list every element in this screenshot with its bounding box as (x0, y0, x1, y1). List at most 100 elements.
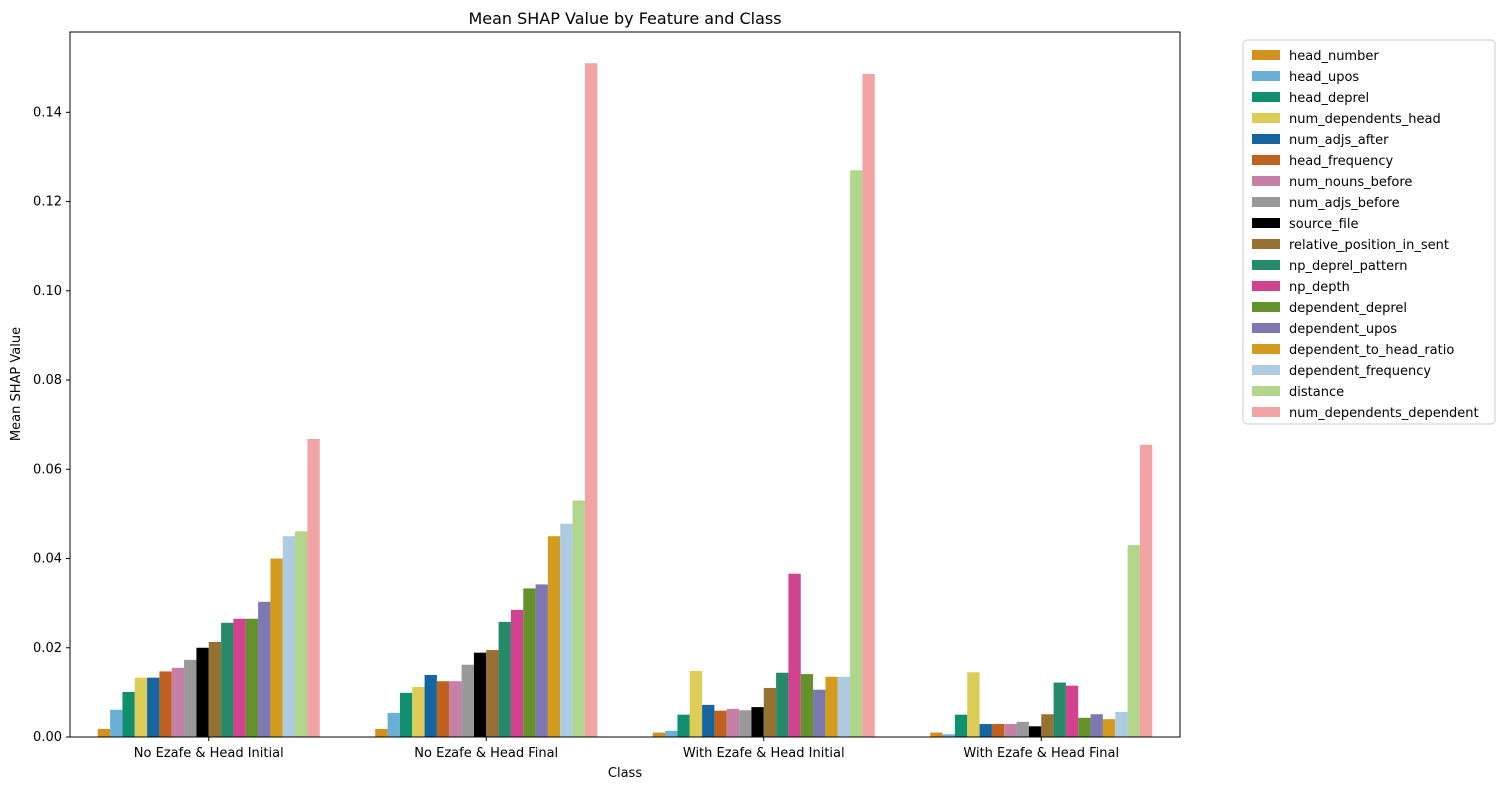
legend-box (1242, 39, 1496, 425)
bar-head_number-0 (97, 728, 111, 737)
bar-relative_position_in_sent-0 (208, 641, 222, 737)
bar-dependent_frequency-3 (1115, 712, 1128, 737)
bar-np_deprel_pattern-0 (221, 622, 234, 737)
bar-dependent_to_head_ratio-3 (1102, 719, 1116, 737)
bar-num_dependents_head-3 (967, 672, 980, 737)
bar-relative_position_in_sent-2 (763, 687, 777, 737)
legend-swatch-dependent_frequency (1252, 365, 1280, 375)
bar-distance-1 (572, 500, 585, 737)
bar-source_file-3 (1028, 726, 1042, 737)
legend-label-num_adjs_before: num_adjs_before (1289, 196, 1400, 211)
legend-swatch-num_adjs_after (1252, 134, 1280, 144)
bar-num_adjs_before-2 (739, 710, 752, 737)
bar-dependent_frequency-0 (282, 536, 296, 737)
bar-dependent_frequency-1 (560, 523, 573, 737)
bar-np_depth-2 (788, 573, 801, 737)
y-tick-label: 0.12 (33, 195, 62, 210)
legend-swatch-source_file (1252, 218, 1280, 228)
bar-head_number-2 (652, 732, 666, 737)
bar-num_dependents_dependent-1 (584, 63, 598, 738)
legend-swatch-num_nouns_before (1252, 176, 1280, 186)
bar-dependent_to_head_ratio-2 (825, 676, 838, 737)
bar-relative_position_in_sent-1 (486, 649, 499, 737)
bar-head_number-3 (930, 732, 943, 737)
legend-swatch-num_dependents_dependent (1252, 407, 1280, 417)
legend-swatch-dependent_upos (1252, 323, 1280, 333)
bar-head_number-1 (375, 728, 388, 737)
x-tick-label: No Ezafe & Head Initial (134, 746, 284, 761)
bar-num_adjs_after-3 (979, 724, 992, 737)
bar-num_dependents_head-1 (412, 687, 425, 737)
x-axis-label: Class (608, 766, 642, 781)
legend-label-dependent_upos: dependent_upos (1289, 322, 1397, 337)
y-axis: 0.00 0.02 0.04 0.06 0.08 0.10 0.12 0.14 (33, 105, 70, 745)
bar-dependent_frequency-2 (837, 676, 851, 737)
x-tick-label: With Ezafe & Head Final (963, 746, 1119, 761)
bar-num_adjs_before-3 (1016, 721, 1029, 737)
chart-title: Mean SHAP Value by Feature and Class (468, 9, 781, 28)
legend-swatch-head_number (1252, 50, 1280, 60)
legend-swatch-head_frequency (1252, 155, 1280, 165)
y-tick-label: 0.00 (33, 730, 62, 745)
bar-dependent_deprel-3 (1078, 717, 1091, 737)
legend-swatch-head_deprel (1252, 92, 1280, 102)
bar-group (97, 63, 1153, 738)
legend-swatch-np_deprel_pattern (1252, 260, 1280, 270)
bar-num_nouns_before-3 (1004, 724, 1017, 737)
bar-num_adjs_before-1 (461, 664, 474, 737)
legend-swatch-num_adjs_before (1252, 197, 1280, 207)
bar-source_file-1 (473, 652, 487, 737)
bar-head_deprel-3 (954, 714, 968, 737)
x-tick-label: With Ezafe & Head Initial (683, 746, 845, 761)
bar-head_frequency-3 (991, 724, 1005, 737)
bar-num_adjs_after-1 (424, 674, 437, 737)
bar-num_nouns_before-2 (726, 708, 740, 737)
bar-head_deprel-1 (399, 692, 413, 737)
bar-head_frequency-2 (714, 710, 727, 737)
bar-num_dependents_head-2 (689, 670, 703, 737)
legend-label-dependent_deprel: dependent_deprel (1289, 301, 1407, 316)
bar-head_upos-1 (387, 712, 400, 737)
legend-label-num_dependents_head: num_dependents_head (1289, 112, 1441, 127)
legend-label-distance: distance (1289, 385, 1344, 400)
legend-swatch-dependent_to_head_ratio (1252, 344, 1280, 354)
bar-num_nouns_before-0 (171, 667, 185, 737)
legend-swatch-distance (1252, 386, 1280, 396)
bar-distance-3 (1127, 545, 1140, 737)
legend-swatch-dependent_deprel (1252, 302, 1280, 312)
y-tick-label: 0.04 (33, 552, 62, 567)
bar-num_adjs_after-2 (702, 704, 715, 737)
bar-head_frequency-1 (436, 681, 450, 737)
bar-num_dependents_dependent-0 (307, 438, 320, 737)
plot-frame (69, 31, 1181, 738)
bar-np_deprel_pattern-3 (1053, 682, 1066, 737)
y-tick-label: 0.06 (33, 462, 62, 477)
legend-swatch-num_dependents_head (1252, 113, 1280, 123)
legend-label-num_dependents_dependent: num_dependents_dependent (1289, 406, 1479, 421)
legend-label-head_deprel: head_deprel (1289, 91, 1369, 106)
legend-label-np_deprel_pattern: np_deprel_pattern (1289, 259, 1407, 274)
bar-dependent_upos-0 (258, 601, 271, 737)
legend: head_number head_upos head_deprel num_depen… (1242, 39, 1496, 425)
bar-distance-2 (850, 170, 863, 737)
legend-label-np_depth: np_depth (1289, 280, 1350, 295)
bar-dependent_upos-3 (1090, 714, 1103, 737)
bar-dependent_to_head_ratio-0 (270, 558, 283, 737)
bar-source_file-0 (196, 647, 209, 737)
legend-label-dependent_to_head_ratio: dependent_to_head_ratio (1289, 343, 1454, 358)
bar-num_adjs_before-0 (184, 659, 197, 737)
bar-dependent_deprel-2 (800, 674, 814, 737)
bar-head_upos-2 (665, 730, 678, 737)
bar-dependent_deprel-0 (245, 618, 259, 737)
bar-relative_position_in_sent-3 (1041, 714, 1054, 737)
legend-label-head_upos: head_upos (1289, 70, 1359, 85)
y-axis-label: Mean SHAP Value (9, 327, 24, 441)
legend-swatch-relative_position_in_sent (1252, 239, 1280, 249)
bar-num_adjs_after-0 (147, 677, 160, 737)
legend-label-head_frequency: head_frequency (1289, 154, 1393, 169)
bar-np_depth-0 (233, 618, 246, 737)
bar-num_nouns_before-1 (449, 681, 462, 737)
legend-label-num_nouns_before: num_nouns_before (1289, 175, 1412, 190)
bar-head_upos-3 (942, 734, 955, 737)
